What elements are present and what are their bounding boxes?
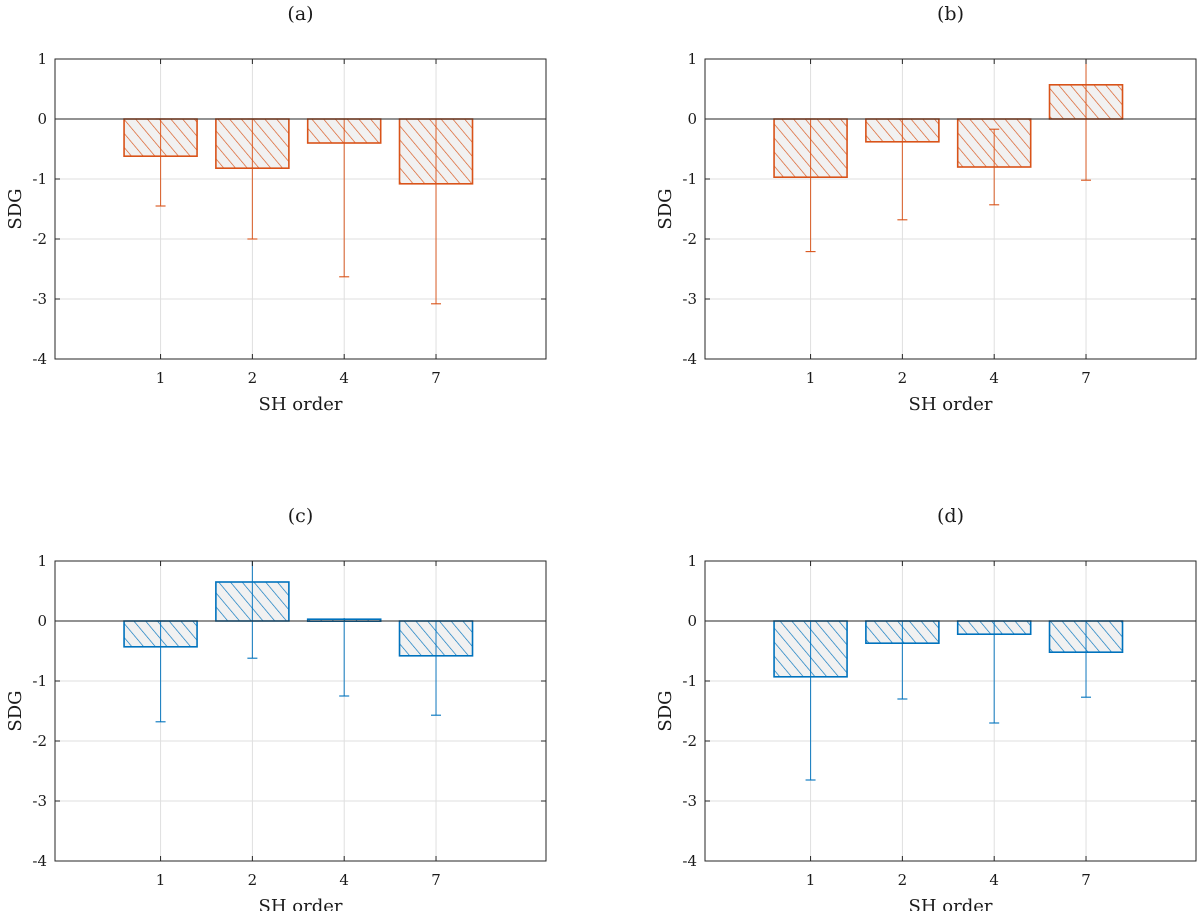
y-tick-label: -2 xyxy=(682,230,697,248)
y-axis-label: SDG xyxy=(5,690,26,731)
x-axis-label: SH order xyxy=(259,394,343,415)
x-tick-label: 4 xyxy=(339,871,349,889)
x-tick-label: 2 xyxy=(898,369,908,387)
y-tick-label: -4 xyxy=(682,350,697,368)
y-tick-label: 1 xyxy=(687,552,697,570)
x-tick-label: 1 xyxy=(806,871,816,889)
error-bar xyxy=(1081,59,1092,181)
y-tick-label: -3 xyxy=(682,792,697,810)
plot-area xyxy=(55,561,546,861)
y-axis-label: SDG xyxy=(655,188,676,229)
y-tick-label: -2 xyxy=(682,732,697,750)
panel-title: (d) xyxy=(937,505,964,527)
y-tick-label: -2 xyxy=(32,732,47,750)
x-axis-label: SH order xyxy=(259,896,343,911)
chart-panel-c: 1 0 -1 -2 -3 -4 1 2 4 7 (c) SH order SDG xyxy=(5,505,547,911)
x-tick-label: 4 xyxy=(989,871,999,889)
y-tick-label: 1 xyxy=(37,50,47,68)
panel-title: (c) xyxy=(288,505,313,527)
error-bar xyxy=(339,618,350,697)
axes-frame xyxy=(54,58,547,360)
x-tick-label: 1 xyxy=(806,369,816,387)
y-tick-label: -1 xyxy=(32,672,47,690)
error-bar xyxy=(247,561,258,659)
x-tick-label: 4 xyxy=(989,369,999,387)
y-tick-label: -2 xyxy=(32,230,47,248)
y-tick-label: -3 xyxy=(682,290,697,308)
x-tick-label: 7 xyxy=(431,369,441,387)
y-tick-label: -4 xyxy=(682,852,697,870)
x-tick-label: 1 xyxy=(156,871,166,889)
panel-title: (a) xyxy=(287,3,313,25)
error-bar xyxy=(989,128,1000,206)
plot-area xyxy=(55,59,546,359)
y-tick-label: 0 xyxy=(687,612,697,630)
y-tick-label: 1 xyxy=(687,50,697,68)
panel-title: (b) xyxy=(937,3,964,25)
y-tick-label: -4 xyxy=(32,350,47,368)
axes-frame xyxy=(54,560,547,862)
y-axis-label: SDG xyxy=(5,188,26,229)
y-tick-label: 0 xyxy=(37,612,47,630)
chart-panel-d: 1 0 -1 -2 -3 -4 1 2 4 7 (d) SH order SDG xyxy=(655,505,1197,911)
x-tick-label: 2 xyxy=(248,871,258,889)
axes-frame xyxy=(704,560,1197,862)
y-tick-label: 0 xyxy=(687,110,697,128)
y-axis-label: SDG xyxy=(655,690,676,731)
plot-area xyxy=(705,561,1196,861)
chart-panel-b: 1 0 -1 -2 -3 -4 1 2 4 7 (b) SH order SDG xyxy=(655,3,1197,415)
y-tick-label: -1 xyxy=(682,170,697,188)
x-tick-label: 7 xyxy=(1081,871,1091,889)
y-tick-label: -1 xyxy=(682,672,697,690)
x-tick-label: 2 xyxy=(248,369,258,387)
chart-panel-a: 1 0 -1 -2 -3 -4 1 2 4 7 (a) SH order SDG xyxy=(5,3,547,415)
x-tick-label: 2 xyxy=(898,871,908,889)
x-tick-label: 7 xyxy=(431,871,441,889)
x-tick-label: 1 xyxy=(156,369,166,387)
y-tick-label: -3 xyxy=(32,792,47,810)
axes-frame xyxy=(704,58,1197,360)
x-tick-label: 7 xyxy=(1081,369,1091,387)
y-tick-label: 0 xyxy=(37,110,47,128)
y-tick-label: 1 xyxy=(37,552,47,570)
y-tick-label: -3 xyxy=(32,290,47,308)
y-tick-label: -1 xyxy=(32,170,47,188)
y-tick-label: -4 xyxy=(32,852,47,870)
x-axis-label: SH order xyxy=(909,896,993,911)
x-axis-label: SH order xyxy=(909,394,993,415)
x-tick-label: 4 xyxy=(339,369,349,387)
